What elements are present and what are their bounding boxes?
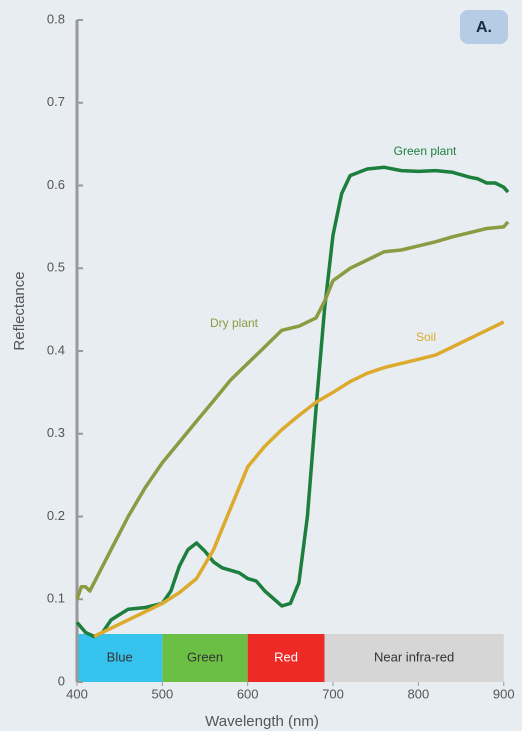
- y-axis-title: Reflectance: [11, 271, 28, 350]
- series-line: [75, 220, 510, 600]
- badge-text: A.: [476, 19, 492, 36]
- band: [77, 634, 163, 682]
- x-tick-label: 500: [151, 686, 173, 701]
- band-label: Green: [187, 649, 223, 664]
- band-label: Red: [274, 649, 298, 664]
- y-tick-label: 0.1: [47, 591, 65, 606]
- series-annotation: Green plant: [394, 144, 457, 158]
- band: [162, 634, 248, 682]
- series-annotation: Soil: [416, 330, 436, 344]
- x-tick-label: 700: [322, 686, 344, 701]
- y-tick-label: 0.2: [47, 508, 65, 523]
- badge: [460, 10, 508, 44]
- x-tick-label: 600: [237, 686, 259, 701]
- y-tick-label: 0.7: [47, 94, 65, 109]
- band-label: Near infra-red: [374, 649, 454, 664]
- y-tick-label: 0.3: [47, 425, 65, 440]
- x-tick-label: 800: [408, 686, 430, 701]
- y-tick-label: 0.8: [47, 11, 65, 26]
- band-label: Blue: [107, 649, 133, 664]
- band: [324, 634, 504, 682]
- band: [247, 634, 325, 682]
- series-annotation: Dry plant: [210, 316, 259, 330]
- bands: Blue Green Red Near infra-red: [77, 634, 504, 682]
- series-line: [75, 165, 510, 639]
- x-tick-label: 900: [493, 686, 515, 701]
- y-tick-label: 0: [58, 673, 65, 688]
- series-line: [93, 320, 505, 639]
- x-tick-label: 400: [66, 686, 88, 701]
- y-tick-label: 0.6: [47, 177, 65, 192]
- y-tick-label: 0.5: [47, 260, 65, 275]
- x-axis-title: Wavelength (nm): [205, 713, 319, 730]
- y-tick-label: 0.4: [47, 342, 65, 357]
